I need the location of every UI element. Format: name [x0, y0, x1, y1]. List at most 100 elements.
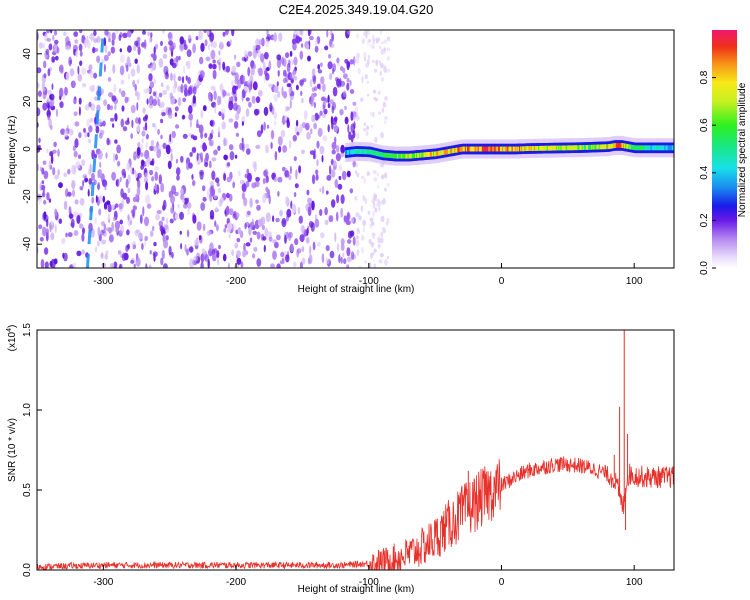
- noise-blob: [301, 149, 305, 155]
- faint-blob: [355, 240, 360, 247]
- noise-blob: [119, 54, 125, 63]
- noise-blob: [255, 176, 260, 182]
- noise-blob: [309, 245, 312, 255]
- faint-blob: [355, 162, 359, 168]
- track-core: [654, 145, 657, 151]
- track-core: [390, 153, 393, 159]
- noise-blob: [45, 48, 50, 56]
- noise-blob: [63, 200, 68, 210]
- noise-blob: [144, 172, 149, 180]
- noise-blob: [301, 257, 306, 265]
- noise-blob: [260, 124, 264, 134]
- noise-blob: [73, 211, 79, 218]
- noise-blob: [306, 43, 310, 50]
- noise-blob: [265, 38, 269, 48]
- noise-blob: [306, 132, 311, 140]
- faint-blob: [381, 226, 386, 231]
- noise-blob: [346, 61, 351, 69]
- noise-blob: [252, 81, 258, 91]
- noise-blob: [154, 166, 160, 171]
- faint-blob: [384, 259, 388, 266]
- noise-blob: [234, 96, 238, 102]
- track-core: [485, 146, 487, 152]
- snr-x-label: Height of straight line (km): [298, 584, 415, 595]
- noise-blob: [232, 102, 238, 111]
- noise-blob: [143, 39, 147, 50]
- noise-blob: [156, 209, 162, 215]
- noise-blob: [279, 209, 283, 217]
- noise-blob: [130, 68, 136, 77]
- noise-blob: [340, 242, 345, 251]
- noise-blob: [115, 30, 119, 35]
- noise-blob: [136, 101, 139, 111]
- noise-blob: [46, 148, 49, 154]
- track-core: [605, 144, 607, 150]
- noise-blob: [273, 85, 279, 93]
- faint-blob: [360, 97, 364, 103]
- track-core: [496, 146, 499, 152]
- noise-blob: [313, 153, 317, 159]
- noise-blob: [322, 83, 326, 92]
- noise-blob: [98, 194, 102, 201]
- track-core: [632, 145, 635, 150]
- faint-blob: [356, 132, 360, 140]
- faint-blob: [372, 38, 377, 41]
- noise-blob: [136, 36, 141, 43]
- noise-blob: [342, 90, 347, 98]
- faint-blob: [364, 74, 368, 79]
- noise-blob: [278, 145, 282, 153]
- noise-blob: [117, 160, 121, 167]
- noise-blob: [284, 115, 288, 121]
- track-core: [512, 146, 515, 152]
- noise-blob: [187, 202, 192, 209]
- noise-blob: [226, 176, 232, 183]
- noise-blob: [245, 97, 250, 102]
- noise-blob: [163, 224, 169, 231]
- noise-blob: [289, 50, 293, 57]
- track-core: [557, 145, 560, 151]
- noise-blob: [161, 112, 166, 117]
- noise-blob: [203, 30, 207, 34]
- noise-blob: [81, 34, 85, 41]
- noise-blob: [275, 217, 280, 223]
- track-core: [646, 145, 649, 151]
- noise-blob: [276, 234, 281, 241]
- track-core: [427, 152, 430, 157]
- track-core: [491, 146, 494, 152]
- noise-blob: [263, 170, 268, 177]
- track-core: [574, 145, 577, 151]
- faint-blob: [372, 39, 376, 45]
- noise-blob: [289, 59, 295, 66]
- noise-blob: [136, 146, 141, 156]
- noise-blob: [299, 50, 304, 60]
- noise-blob: [210, 187, 216, 197]
- noise-blob: [344, 116, 349, 125]
- noise-blob: [151, 176, 155, 182]
- faint-blob: [369, 224, 373, 229]
- noise-blob: [172, 42, 176, 50]
- noise-blob: [183, 87, 188, 97]
- noise-blob: [336, 145, 340, 153]
- noise-blob: [256, 231, 261, 240]
- noise-blob: [108, 92, 113, 98]
- track-core: [465, 146, 468, 152]
- noise-blob: [199, 56, 204, 65]
- noise-blob: [138, 232, 143, 240]
- noise-blob: [245, 180, 250, 188]
- noise-blob: [241, 192, 245, 200]
- noise-blob: [127, 187, 131, 194]
- faint-blob: [387, 255, 390, 260]
- noise-blob: [183, 84, 188, 90]
- noise-blob: [340, 256, 343, 264]
- faint-blob: [374, 136, 378, 143]
- noise-blob: [224, 224, 228, 229]
- noise-blob: [136, 79, 140, 84]
- noise-blob: [349, 89, 355, 94]
- y-tick-label: 40: [22, 48, 33, 60]
- noise-blob: [90, 172, 95, 181]
- faint-blob: [383, 39, 388, 44]
- noise-blob: [156, 148, 162, 159]
- track-core: [510, 146, 513, 152]
- noise-blob: [290, 72, 295, 80]
- noise-blob: [119, 65, 125, 76]
